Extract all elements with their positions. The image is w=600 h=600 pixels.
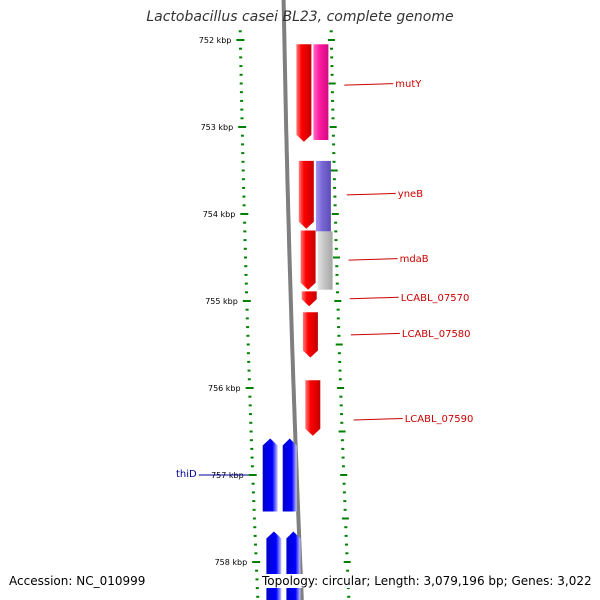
gene-thiD-paired[interactable] (282, 438, 297, 512)
tick-label: 755 kbp (205, 297, 238, 306)
tick-label: 758 kbp (215, 558, 248, 567)
label-leader (348, 258, 398, 261)
map-title: Lactobacillus casei BL23, complete genom… (146, 9, 454, 25)
gene-mutY[interactable] (296, 44, 312, 142)
gene-next_reverse-paired[interactable] (286, 531, 301, 600)
tick-label: 754 kbp (203, 210, 236, 219)
accession-text: Accession: NC_010999 (9, 574, 146, 588)
mutY-feature[interactable] (313, 44, 329, 140)
label-leader (346, 192, 396, 196)
tick-label: 756 kbp (208, 384, 241, 393)
gene-labels: mutY yneB mdaB LCABL_07570 LCABL_07580 LCABL_… (176, 79, 473, 480)
genome-backbone (281, 0, 304, 600)
mdaB-feature[interactable] (317, 231, 333, 290)
label-leader (353, 418, 403, 421)
gene-label-thiD[interactable]: thiD (176, 469, 197, 480)
gene-label-mutY[interactable]: mutY (395, 79, 422, 90)
gene-yneB[interactable] (298, 160, 314, 229)
genome-summary-text: Topology: circular; Length: 3,079,196 bp… (262, 574, 592, 588)
label-leader (350, 332, 400, 336)
tick-label: 753 kbp (201, 123, 234, 132)
gene-label-LCABL_07570[interactable]: LCABL_07570 (401, 293, 470, 304)
gene-label-LCABL_07590[interactable]: LCABL_07590 (405, 414, 474, 425)
label-leader (349, 296, 399, 300)
gene-LCABL_07580[interactable] (302, 312, 318, 358)
gene-mdaB[interactable] (300, 230, 316, 290)
feature-track (313, 44, 333, 290)
gene-LCABL_07570[interactable] (301, 291, 317, 307)
gene-label-mdaB[interactable]: mdaB (400, 254, 429, 265)
gene-next_reverse[interactable] (266, 531, 282, 600)
gene-label-LCABL_07580[interactable]: LCABL_07580 (402, 329, 471, 340)
label-leader (344, 83, 394, 86)
gene-LCABL_07590[interactable] (305, 380, 321, 436)
gene-track (262, 44, 321, 600)
gene-thiD[interactable] (262, 438, 278, 512)
tick-label: 752 kbp (199, 36, 232, 45)
gene-label-yneB[interactable]: yneB (398, 189, 423, 200)
yneB-feature[interactable] (315, 160, 331, 232)
